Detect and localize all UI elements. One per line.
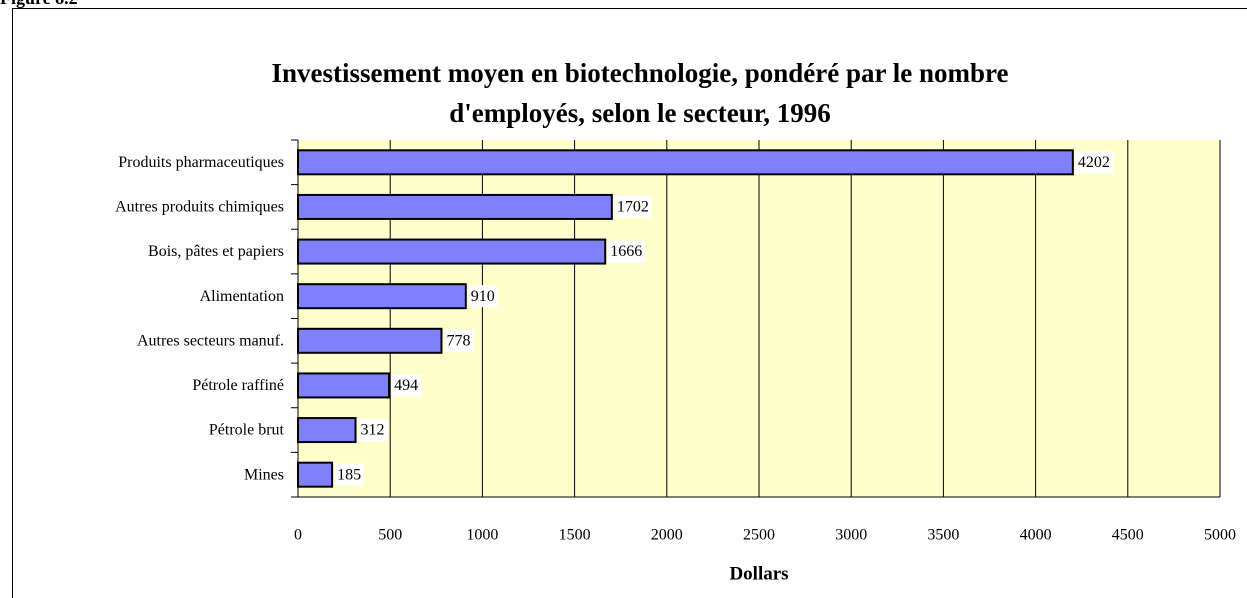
chart-title: Investissement moyen en biotechnologie, … (272, 58, 1009, 88)
value-label: 910 (471, 288, 495, 305)
bar (297, 193, 613, 220)
value-label: 778 (446, 332, 470, 349)
y-tick-label: Bois, pâtes et papiers (148, 243, 284, 260)
y-tick-label: Pétrole brut (209, 422, 285, 439)
x-tick-label: 1500 (559, 527, 591, 544)
x-tick-label: 4000 (1020, 527, 1052, 544)
value-label-bg (468, 285, 498, 308)
y-tick-label: Mines (244, 466, 284, 483)
value-label: 4202 (1078, 154, 1110, 171)
value-label-bg (335, 463, 365, 486)
x-axis-title: Dollars (729, 563, 788, 584)
value-label-bg (1075, 151, 1113, 174)
figure-label: Figure 8.2 (0, 0, 78, 8)
value-label-bg (358, 419, 388, 442)
x-tick-label: 500 (378, 527, 402, 544)
bar (297, 372, 391, 399)
bar (297, 283, 467, 310)
value-label-bg (392, 374, 422, 397)
value-label: 312 (361, 422, 385, 439)
x-tick-label: 1000 (466, 527, 498, 544)
value-label: 1666 (610, 243, 642, 260)
chart-frame (12, 8, 1247, 598)
x-tick-label: 2000 (651, 527, 683, 544)
y-tick-label: Pétrole raffiné (192, 377, 284, 394)
bar (297, 461, 334, 488)
bar (297, 149, 1074, 176)
y-tick-label: Alimentation (200, 288, 284, 305)
x-tick-label: 3500 (927, 527, 959, 544)
y-tick-label: Produits pharmaceutiques (118, 154, 284, 171)
x-tick-label: 2500 (743, 527, 775, 544)
x-tick-label: 4500 (1112, 527, 1144, 544)
chart-title: d'employés, selon le secteur, 1996 (449, 98, 830, 128)
value-label-bg (608, 240, 646, 263)
bar (297, 327, 443, 354)
x-tick-label: 0 (294, 527, 302, 544)
x-tick-label: 3000 (835, 527, 867, 544)
y-tick-label: Autres secteurs manuf. (137, 332, 284, 349)
bar (297, 417, 357, 444)
value-label: 185 (337, 466, 361, 483)
bar (297, 238, 607, 265)
value-label: 494 (394, 377, 418, 394)
value-label-bg (444, 329, 474, 352)
y-tick-label: Autres produits chimiques (115, 199, 284, 216)
x-tick-label: 5000 (1204, 527, 1236, 544)
value-label-bg (614, 195, 652, 218)
value-label: 1702 (617, 199, 649, 216)
